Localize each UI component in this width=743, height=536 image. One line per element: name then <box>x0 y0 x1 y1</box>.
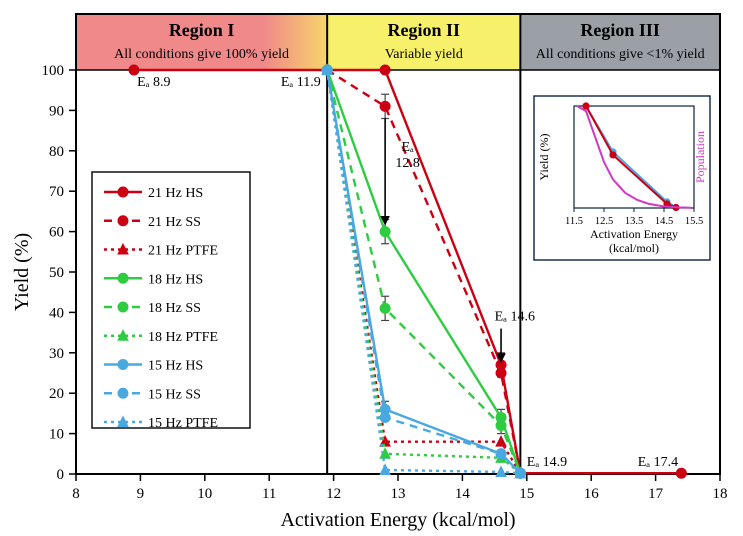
data-marker <box>118 216 128 226</box>
x-tick-label: 13 <box>391 486 406 502</box>
annotation-label: 12.8 <box>395 156 420 171</box>
inset-x-tick: 11.5 <box>565 216 583 227</box>
x-tick-label: 11 <box>262 486 276 502</box>
legend-label: 18 Hz HS <box>148 272 203 287</box>
data-marker <box>118 273 128 283</box>
inset-x-label: Activation Energy <box>590 227 678 241</box>
x-tick-label: 16 <box>584 486 600 502</box>
y-tick-label: 10 <box>49 427 64 443</box>
data-marker <box>380 412 390 422</box>
data-marker <box>380 303 390 313</box>
y-tick-label: 0 <box>57 467 65 483</box>
data-marker <box>118 360 128 370</box>
data-marker <box>496 368 506 378</box>
annotation-label: Eₐ 8.9 <box>137 75 170 90</box>
legend-label: 21 Hz PTFE <box>148 244 218 259</box>
legend-label: 21 Hz SS <box>148 215 201 230</box>
y-tick-label: 30 <box>49 346 64 362</box>
y-tick-label: 20 <box>49 386 64 402</box>
y-tick-label: 70 <box>49 184 64 200</box>
data-marker <box>380 227 390 237</box>
legend-label: 15 Hz HS <box>148 359 203 374</box>
data-marker <box>496 449 506 459</box>
annotation-label: Eₐ <box>401 140 414 155</box>
x-tick-label: 9 <box>137 486 145 502</box>
region-subtitle: All conditions give 100% yield <box>114 47 289 62</box>
y-tick-label: 100 <box>42 63 65 79</box>
x-tick-label: 14 <box>455 486 471 502</box>
data-marker <box>129 65 139 75</box>
annotation-label: Eₐ 11.9 <box>281 75 321 90</box>
inset-x-tick: 15.5 <box>685 216 703 227</box>
x-tick-label: 8 <box>72 486 80 502</box>
inset-x-tick: 13.5 <box>625 216 643 227</box>
data-marker <box>118 187 128 197</box>
x-tick-label: 10 <box>197 486 212 502</box>
data-marker <box>380 65 390 75</box>
inset-x-tick: 14.5 <box>655 216 673 227</box>
inset-y-label: Yield (%) <box>537 134 551 181</box>
annotation-label: Eₐ 17.4 <box>638 455 678 470</box>
y-tick-label: 80 <box>49 144 64 160</box>
inset-right-label: Population <box>693 131 707 183</box>
region-title: Region III <box>580 20 660 40</box>
region-subtitle: All conditions give <1% yield <box>536 47 705 62</box>
data-marker <box>118 388 128 398</box>
y-tick-label: 90 <box>49 103 64 119</box>
data-marker <box>118 302 128 312</box>
region-subtitle: Variable yield <box>385 47 463 62</box>
x-tick-label: 18 <box>713 486 728 502</box>
region-title: Region II <box>388 20 461 40</box>
x-axis-label: Activation Energy (kcal/mol) <box>280 509 515 531</box>
inset-x-tick: 12.5 <box>595 216 613 227</box>
legend-label: 21 Hz HS <box>148 186 203 201</box>
x-tick-label: 17 <box>648 486 664 502</box>
legend-label: 15 Hz PTFE <box>148 416 218 431</box>
data-marker <box>496 421 506 431</box>
inset-marker <box>609 151 616 158</box>
inset-x-unit: (kcal/mol) <box>609 241 659 255</box>
x-tick-label: 12 <box>326 486 341 502</box>
y-tick-label: 60 <box>49 225 64 241</box>
y-tick-label: 50 <box>49 265 64 281</box>
legend-label: 18 Hz PTFE <box>148 330 218 345</box>
y-tick-label: 40 <box>49 305 64 321</box>
y-axis-label: Yield (%) <box>11 233 33 311</box>
legend-label: 18 Hz SS <box>148 301 201 316</box>
data-marker <box>380 101 390 111</box>
legend-label: 15 Hz SS <box>148 387 201 402</box>
x-tick-label: 15 <box>519 486 534 502</box>
region-title: Region I <box>169 20 235 40</box>
annotation-label: Eₐ 14.9 <box>527 455 567 470</box>
inset-marker <box>582 102 589 109</box>
annotation-label: Eₐ 14.6 <box>495 309 535 324</box>
